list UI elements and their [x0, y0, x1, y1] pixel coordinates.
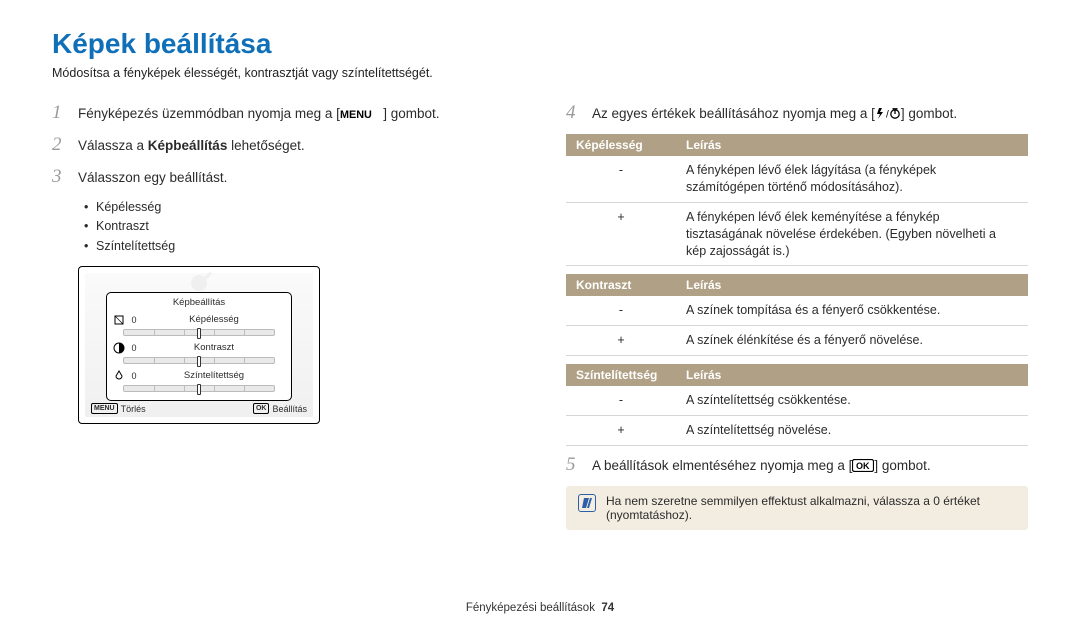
contrast-icon [113, 342, 125, 354]
svg-text:MENU: MENU [340, 109, 372, 120]
ok-icon: OK [852, 459, 874, 472]
step-text: Az egyes értékek beállításához nyomja me… [592, 104, 957, 124]
table-cell: - [566, 386, 676, 415]
step-text: Válassza a Képbeállítás lehetőséget. [78, 136, 305, 156]
table-header: Leírás [676, 274, 1028, 296]
set-label: Beállítás [272, 404, 307, 414]
step-number: 3 [52, 166, 68, 188]
table-cell: + [566, 416, 676, 446]
drop-icon [113, 370, 125, 382]
step-bold: Képbeállítás [148, 138, 228, 153]
table-row: +A színek élénkítése és a fényerő növelé… [566, 326, 1028, 356]
overlay-label: Színtelítettség [143, 370, 285, 381]
note-text: Ha nem szeretne semmilyen effektust alka… [606, 494, 1016, 522]
table-cell: - [566, 296, 676, 325]
step-1: 1 Fényképezés üzemmódban nyomja meg a [M… [52, 102, 514, 124]
table-cell: - [566, 156, 676, 202]
bullet-item: Kontraszt [84, 217, 514, 236]
cube-icon [113, 314, 125, 326]
overlay-value: 0 [129, 371, 139, 381]
table-header: Leírás [676, 134, 1028, 156]
flash-timer-icon: / [875, 107, 901, 120]
step-3: 3 Válasszon egy beállítást. [52, 166, 514, 188]
step-number: 4 [566, 102, 582, 124]
overlay-row: 0 Képélesség [107, 310, 291, 329]
contrast-table: KontrasztLeírás -A színek tompítása és a… [566, 274, 1028, 356]
table-cell: A színtelítettség csökkentése. [676, 386, 1028, 415]
overlay-label: Képélesség [143, 314, 285, 325]
overlay-title: Képbeállítás [107, 296, 291, 310]
step-text: Válasszon egy beállítást. [78, 168, 227, 188]
cancel-hint: MENUTörlés [91, 403, 146, 414]
bullet-item: Képélesség [84, 198, 514, 217]
right-column: 4 Az egyes értékek beállításához nyomja … [566, 102, 1028, 530]
slider [123, 385, 275, 392]
step-number: 1 [52, 102, 68, 124]
table-cell: + [566, 326, 676, 356]
step-pre: Válassza a [78, 138, 148, 153]
sharpness-table: KépélességLeírás -A fényképen lévő élek … [566, 134, 1028, 266]
table-cell: + [566, 202, 676, 266]
preview-bottom-bar: MENUTörlés OKBeállítás [91, 403, 307, 414]
note-icon [578, 494, 596, 512]
cancel-label: Törlés [121, 404, 146, 414]
table-header: Színtelítettség [566, 364, 676, 386]
table-header: Képélesség [566, 134, 676, 156]
step-pre: Az egyes értékek beállításához nyomja me… [592, 106, 875, 121]
table-header: Kontraszt [566, 274, 676, 296]
slider [123, 357, 275, 364]
overlay-row: 0 Kontraszt [107, 338, 291, 357]
page-title: Képek beállítása [52, 28, 1028, 60]
page-footer: Fényképezési beállítások 74 [0, 602, 1080, 614]
step-pre: A beállítások elmentéséhez nyomja meg a … [592, 458, 852, 473]
page-subtitle: Módosítsa a fényképek élességét, kontras… [52, 66, 1028, 80]
step-5: 5 A beállítások elmentéséhez nyomja meg … [566, 454, 1028, 476]
left-column: 1 Fényképezés üzemmódban nyomja meg a [M… [52, 102, 514, 530]
overlay-panel: Képbeállítás 0 Képélesség 0 Kontraszt [106, 292, 292, 401]
table-row: +A fényképen lévő élek keményítése a fén… [566, 202, 1028, 266]
table-cell: A színtelítettség növelése. [676, 416, 1028, 446]
step-pre: Fényképezés üzemmódban nyomja meg a [ [78, 106, 340, 121]
step-text: Fényképezés üzemmódban nyomja meg a [MEN… [78, 104, 440, 124]
step-text: A beállítások elmentéséhez nyomja meg a … [592, 456, 931, 476]
table-cell: A fényképen lévő élek lágyítása (a fényk… [676, 156, 1028, 202]
set-hint: OKBeállítás [253, 403, 307, 414]
svg-text:OK: OK [856, 461, 870, 471]
menu-key-icon: MENU [91, 403, 118, 414]
camera-preview: Képbeállítás 0 Képélesség 0 Kontraszt [78, 266, 320, 424]
table-row: -A fényképen lévő élek lágyítása (a fény… [566, 156, 1028, 202]
step-number: 5 [566, 454, 582, 476]
overlay-label: Kontraszt [143, 342, 285, 353]
ok-key-icon: OK [253, 403, 270, 414]
slider [123, 329, 275, 336]
overlay-row: 0 Színtelítettség [107, 366, 291, 385]
menu-icon: MENU [340, 107, 383, 120]
svg-text:/: / [886, 110, 889, 121]
table-row: -A színek tompítása és a fényerő csökken… [566, 296, 1028, 325]
overlay-value: 0 [129, 343, 139, 353]
table-header: Leírás [676, 364, 1028, 386]
footer-label: Fényképezési beállítások [466, 602, 595, 614]
table-cell: A színek tompítása és a fényerő csökkent… [676, 296, 1028, 325]
step-2: 2 Válassza a Képbeállítás lehetőséget. [52, 134, 514, 156]
step-4: 4 Az egyes értékek beállításához nyomja … [566, 102, 1028, 124]
step-post: ] gombot. [874, 458, 930, 473]
overlay-value: 0 [129, 315, 139, 325]
table-cell: A fényképen lévő élek keményítése a fény… [676, 202, 1028, 266]
note-box: Ha nem szeretne semmilyen effektust alka… [566, 486, 1028, 530]
step-number: 2 [52, 134, 68, 156]
bullet-item: Színtelítettség [84, 237, 514, 256]
step-post: ] gombot. [901, 106, 957, 121]
table-row: +A színtelítettség növelése. [566, 416, 1028, 446]
table-row: -A színtelítettség csökkentése. [566, 386, 1028, 415]
step-post: ] gombot. [383, 106, 439, 121]
footer-page: 74 [601, 602, 614, 614]
table-cell: A színek élénkítése és a fényerő növelés… [676, 326, 1028, 356]
bullet-list: Képélesség Kontraszt Színtelítettség [84, 198, 514, 256]
step-post: lehetőséget. [227, 138, 304, 153]
saturation-table: SzíntelítettségLeírás -A színtelítettség… [566, 364, 1028, 446]
